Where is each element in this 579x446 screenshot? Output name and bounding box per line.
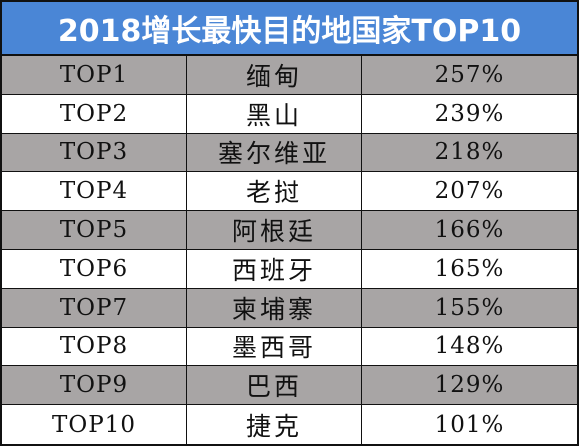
country-cell: 捷克 <box>187 405 362 444</box>
growth-cell: 148% <box>434 333 505 360</box>
growth-cell: 218% <box>434 139 505 166</box>
rank-cell: TOP6 <box>2 249 187 288</box>
growth-cell: 155% <box>434 294 505 321</box>
rank-cell: TOP8 <box>2 327 187 366</box>
country-cell: 墨西哥 <box>187 327 362 366</box>
growth-cell: 165% <box>434 255 505 282</box>
table-row: TOP2 黑山 239% <box>2 94 577 134</box>
table-row: TOP7 柬埔寨 155% <box>2 288 577 328</box>
table-row: TOP1 缅甸 257% <box>2 56 577 95</box>
country-cell: 塞尔维亚 <box>187 133 362 172</box>
country-cell: 缅甸 <box>187 56 362 94</box>
table-row: TOP8 墨西哥 148% <box>2 327 577 367</box>
table-row: TOP9 巴西 129% <box>2 366 577 406</box>
country-cell: 西班牙 <box>187 249 362 288</box>
rank-cell: TOP2 <box>2 94 187 133</box>
rank-cell: TOP7 <box>2 288 187 327</box>
growth-cell: 207% <box>434 178 505 205</box>
growth-cell: 257% <box>434 61 505 88</box>
table-body: TOP1 缅甸 257% TOP2 黑山 239% TOP3 塞尔维亚 218%… <box>2 56 577 444</box>
country-cell: 阿根廷 <box>187 211 362 249</box>
rank-cell: TOP1 <box>2 56 187 94</box>
country-cell: 柬埔寨 <box>187 288 362 327</box>
table-row: TOP5 阿根廷 166% <box>2 211 577 250</box>
growth-cell: 166% <box>434 217 505 244</box>
rank-cell: TOP10 <box>2 405 187 444</box>
table-row: TOP3 塞尔维亚 218% <box>2 133 577 173</box>
table-row: TOP10 捷克 101% <box>2 405 577 444</box>
country-cell: 巴西 <box>187 366 362 405</box>
rank-cell: TOP9 <box>2 366 187 405</box>
rank-cell: TOP4 <box>2 172 187 211</box>
rank-cell: TOP5 <box>2 211 187 249</box>
table-row: TOP6 西班牙 165% <box>2 249 577 289</box>
table-title: 2018增长最快目的地国家TOP10 <box>2 2 577 56</box>
growth-cell: 101% <box>434 411 505 438</box>
growth-cell: 129% <box>434 372 505 399</box>
country-cell: 黑山 <box>187 94 362 133</box>
rank-cell: TOP3 <box>2 133 187 172</box>
growth-cell: 239% <box>434 100 505 127</box>
country-cell: 老挝 <box>187 172 362 211</box>
table-row: TOP4 老挝 207% <box>2 172 577 212</box>
